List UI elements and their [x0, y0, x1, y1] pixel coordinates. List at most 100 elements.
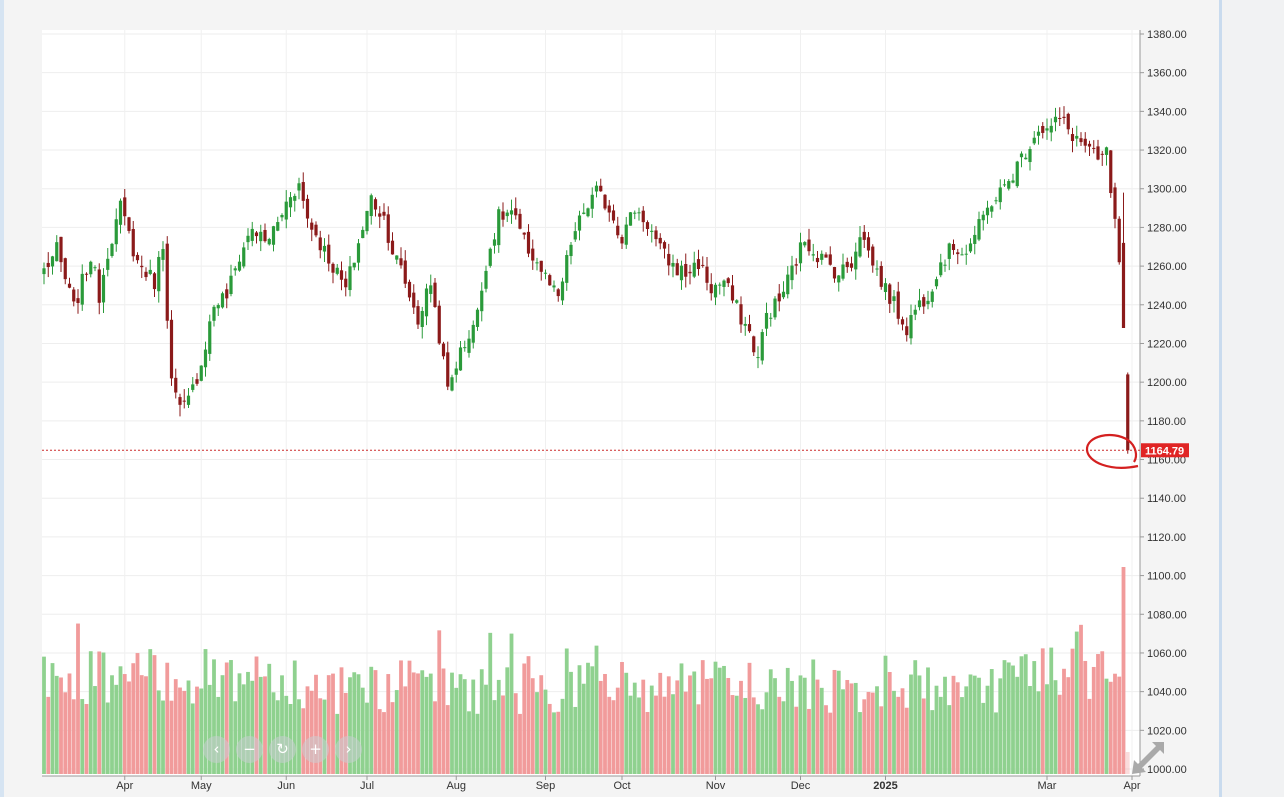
candle: [93, 265, 97, 272]
volume-bar: [781, 701, 786, 774]
chart-mark: [488, 248, 492, 266]
candle: [1053, 107, 1058, 132]
candle: [1028, 146, 1032, 171]
candle: [811, 243, 815, 262]
chart-mark: [467, 338, 471, 353]
chart-mark: [824, 254, 828, 258]
volume-bar: [692, 671, 697, 774]
candle: [399, 247, 403, 269]
chart-mark: [497, 209, 501, 246]
candle: [169, 310, 174, 386]
chart-mark: [841, 264, 845, 279]
candle: [1117, 216, 1121, 265]
candle: [913, 304, 917, 321]
candle: [446, 341, 450, 391]
candle: [161, 241, 165, 272]
price-candles: [42, 106, 1130, 454]
chevron-right-icon[interactable]: ›: [335, 736, 362, 763]
chart-mark: [781, 291, 786, 298]
candle: [331, 262, 335, 284]
candle: [191, 377, 195, 393]
chart-mark: [339, 270, 344, 280]
volume-bar: [645, 711, 650, 774]
volume-bar: [739, 680, 743, 774]
chart-mark: [288, 197, 293, 208]
candle: [259, 224, 263, 252]
volume-bar: [934, 685, 939, 774]
candle: [314, 221, 318, 238]
y-tick-label: 1200.00: [1147, 377, 1187, 389]
candle: [1104, 146, 1109, 166]
volume-bar: [441, 668, 446, 774]
candle: [212, 304, 216, 327]
chevron-left-icon[interactable]: ‹: [203, 736, 230, 763]
chart-mark: [259, 231, 263, 242]
chart-mark: [1024, 157, 1028, 160]
volume-bar: [590, 666, 595, 774]
chart-mark: [883, 283, 888, 293]
chart-mark: [1066, 113, 1070, 130]
candlestick-chart[interactable]: 1380.00 1360.00 1340.00 1320.00 1300.00 1280.…: [0, 0, 1222, 797]
candle: [960, 247, 964, 256]
candle: [947, 242, 951, 271]
volume-bar: [186, 680, 191, 774]
candle: [586, 207, 590, 218]
chart-mark: [739, 304, 743, 325]
chart-mark: [131, 228, 135, 257]
volume-bar: [747, 662, 752, 774]
volume-bar: [688, 675, 692, 774]
chart-mark: [709, 284, 713, 294]
volume-bar: [522, 663, 527, 774]
volume-bar: [63, 692, 68, 774]
chart-mark: [535, 262, 539, 264]
candle: [246, 228, 250, 251]
candle: [152, 272, 157, 297]
candle: [862, 225, 866, 249]
chart-mark: [127, 217, 131, 231]
chart-mark: [407, 281, 412, 298]
chart-mark: [696, 259, 701, 270]
chart-mark: [977, 219, 981, 240]
plus-icon[interactable]: +: [302, 736, 329, 763]
candle: [46, 252, 50, 278]
volume-bar: [292, 660, 297, 774]
chart-mark: [934, 279, 939, 287]
volume-bar: [1104, 678, 1109, 774]
chart-mark: [879, 265, 883, 287]
x-tick-label: Nov: [706, 780, 726, 792]
candle: [501, 202, 505, 227]
volume-bar: [165, 662, 170, 774]
volume-bar: [917, 675, 922, 774]
volume-bar: [879, 706, 884, 774]
candle: [543, 269, 548, 280]
minus-icon[interactable]: −: [236, 736, 263, 763]
candle: [603, 194, 607, 211]
volume-bar: [518, 713, 522, 774]
volume-bar: [883, 655, 888, 774]
candle: [263, 223, 267, 243]
volume-bar: [985, 685, 990, 774]
chart-mark: [692, 262, 696, 277]
candle: [280, 213, 284, 222]
chart-mark: [871, 246, 875, 266]
volume-bar: [220, 675, 225, 774]
candle: [365, 210, 369, 235]
reset-icon[interactable]: ↻: [269, 736, 296, 763]
chart-mark: [667, 253, 671, 266]
volume-bar: [467, 711, 471, 774]
chart-mark: [913, 309, 917, 315]
candle: [237, 254, 242, 272]
expand-arrows-icon[interactable]: [1128, 738, 1168, 778]
chart-mark: [539, 260, 543, 272]
candle: [118, 198, 123, 234]
chart-mark: [356, 243, 361, 263]
volume-bar: [501, 695, 505, 774]
candle: [569, 241, 573, 265]
volume-bar: [951, 675, 956, 774]
candle: [939, 253, 943, 278]
chart-mark: [229, 275, 233, 295]
candle: [888, 283, 892, 314]
volume-bar: [756, 704, 760, 774]
volume-bar: [428, 673, 433, 774]
chart-mark: [1041, 126, 1045, 133]
